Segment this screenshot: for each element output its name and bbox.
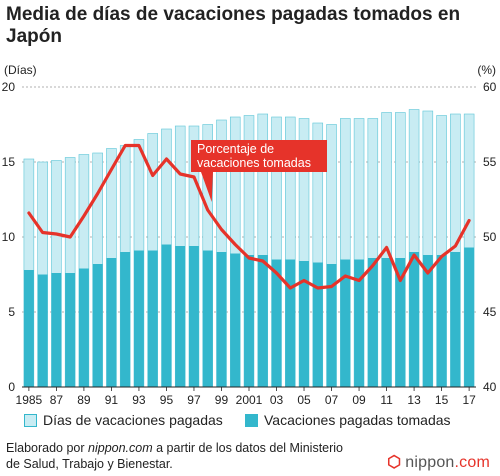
x-tick-label: 03 [270, 393, 284, 407]
right-axis-unit: (%) [477, 63, 496, 77]
left-tick-label: 15 [2, 155, 16, 169]
right-tick-label: 60 [483, 80, 497, 94]
x-tick-label: 2001 [236, 393, 263, 407]
x-tick-label: 89 [77, 393, 91, 407]
x-tick-label: 07 [325, 393, 339, 407]
bar-taken [78, 268, 89, 387]
bar-taken [106, 258, 117, 387]
left-tick-label: 0 [8, 380, 15, 394]
bar-taken [120, 252, 131, 387]
chart-title: Media de días de vacaciones pagadas toma… [6, 4, 461, 47]
x-tick-label: 17 [462, 393, 476, 407]
bar-taken [354, 259, 365, 387]
right-tick-label: 40 [483, 380, 497, 394]
bar-taken [23, 270, 34, 387]
annotation-pointer [201, 172, 213, 202]
logo-mark-icon: ⬡ [387, 454, 402, 471]
annotation-text-line2: vacaciones tomadas [197, 156, 311, 170]
right-tick-label: 55 [483, 155, 497, 169]
x-tick-label: 87 [50, 393, 64, 407]
annotation-text-line1: Porcentaje de [197, 142, 274, 156]
x-tick-label: 93 [132, 393, 146, 407]
x-tick-label: 91 [105, 393, 119, 407]
legend-swatch-total [24, 413, 37, 427]
axes: 0 40 5 45 10 50 15 55 20 60 (Días) (%) 1985 87 89 91 93 9… [2, 63, 497, 407]
source-prefix: Elaborado por [6, 441, 89, 455]
bar-taken [37, 274, 48, 387]
legend-swatch-taken [245, 413, 258, 427]
x-tick-label: 15 [435, 393, 449, 407]
bar-taken [299, 261, 309, 387]
legend-item-taken: Vacaciones pagadas tomadas [245, 412, 451, 428]
bar-taken [65, 273, 76, 387]
bar-taken [133, 250, 144, 387]
bar-taken [381, 258, 392, 387]
bar-taken [409, 252, 420, 387]
x-tick-label: 13 [407, 393, 421, 407]
bar-taken [161, 244, 172, 387]
bar-taken [230, 253, 241, 387]
bar-taken [436, 255, 447, 387]
left-tick-label: 20 [2, 80, 16, 94]
x-tick-label: 1985 [16, 393, 43, 407]
bar-taken [312, 262, 323, 387]
source-line2: de Salud, Trabajo y Bienestar. [6, 457, 173, 471]
source-line1: a partir de los datos del Ministerio [152, 441, 344, 455]
x-tick-label: 99 [215, 393, 229, 407]
bar-taken [147, 250, 158, 387]
x-tick-label: 09 [352, 393, 366, 407]
bar-taken [464, 247, 475, 387]
left-axis-unit: (Días) [4, 63, 37, 77]
bar-taken [216, 252, 227, 387]
bar-taken [244, 255, 254, 387]
logo-domain: .com [454, 454, 490, 471]
right-tick-label: 50 [483, 230, 497, 244]
legend-label-total: Días de vacaciones pagadas [43, 412, 223, 428]
nippon-logo: ⬡ nippon.com [387, 452, 490, 472]
bar-taken [450, 252, 461, 387]
bar-taken [326, 264, 337, 387]
bar-taken [202, 250, 213, 387]
bar-taken [51, 273, 62, 387]
bar-taken [285, 259, 296, 387]
logo-name: nippon [405, 454, 455, 471]
percentage-line-path [27, 143, 471, 290]
x-tick-label: 05 [297, 393, 311, 407]
left-tick-label: 5 [8, 305, 15, 319]
bar-taken [175, 246, 186, 387]
bar-taken [257, 255, 268, 387]
percentage-line [27, 143, 471, 290]
right-tick-label: 45 [483, 305, 497, 319]
bar-taken [92, 264, 103, 387]
source-site: nippon.com [88, 441, 153, 455]
bar-taken [189, 246, 199, 387]
x-tick-label: 11 [380, 393, 393, 407]
annotation-box [191, 140, 327, 172]
x-tick-label: 97 [187, 393, 201, 407]
legend-label-taken: Vacaciones pagadas tomadas [264, 412, 451, 428]
x-tick-label: 95 [160, 393, 174, 407]
legend-item-total: Días de vacaciones pagadas [24, 412, 223, 428]
bar-taken [395, 258, 406, 387]
bar-taken [271, 259, 282, 387]
left-tick-label: 10 [2, 230, 16, 244]
bar-taken [367, 258, 378, 387]
source-note: Elaborado por nippon.com a partir de los… [6, 440, 343, 472]
bar-taken [340, 259, 351, 387]
bar-taken [422, 255, 433, 387]
